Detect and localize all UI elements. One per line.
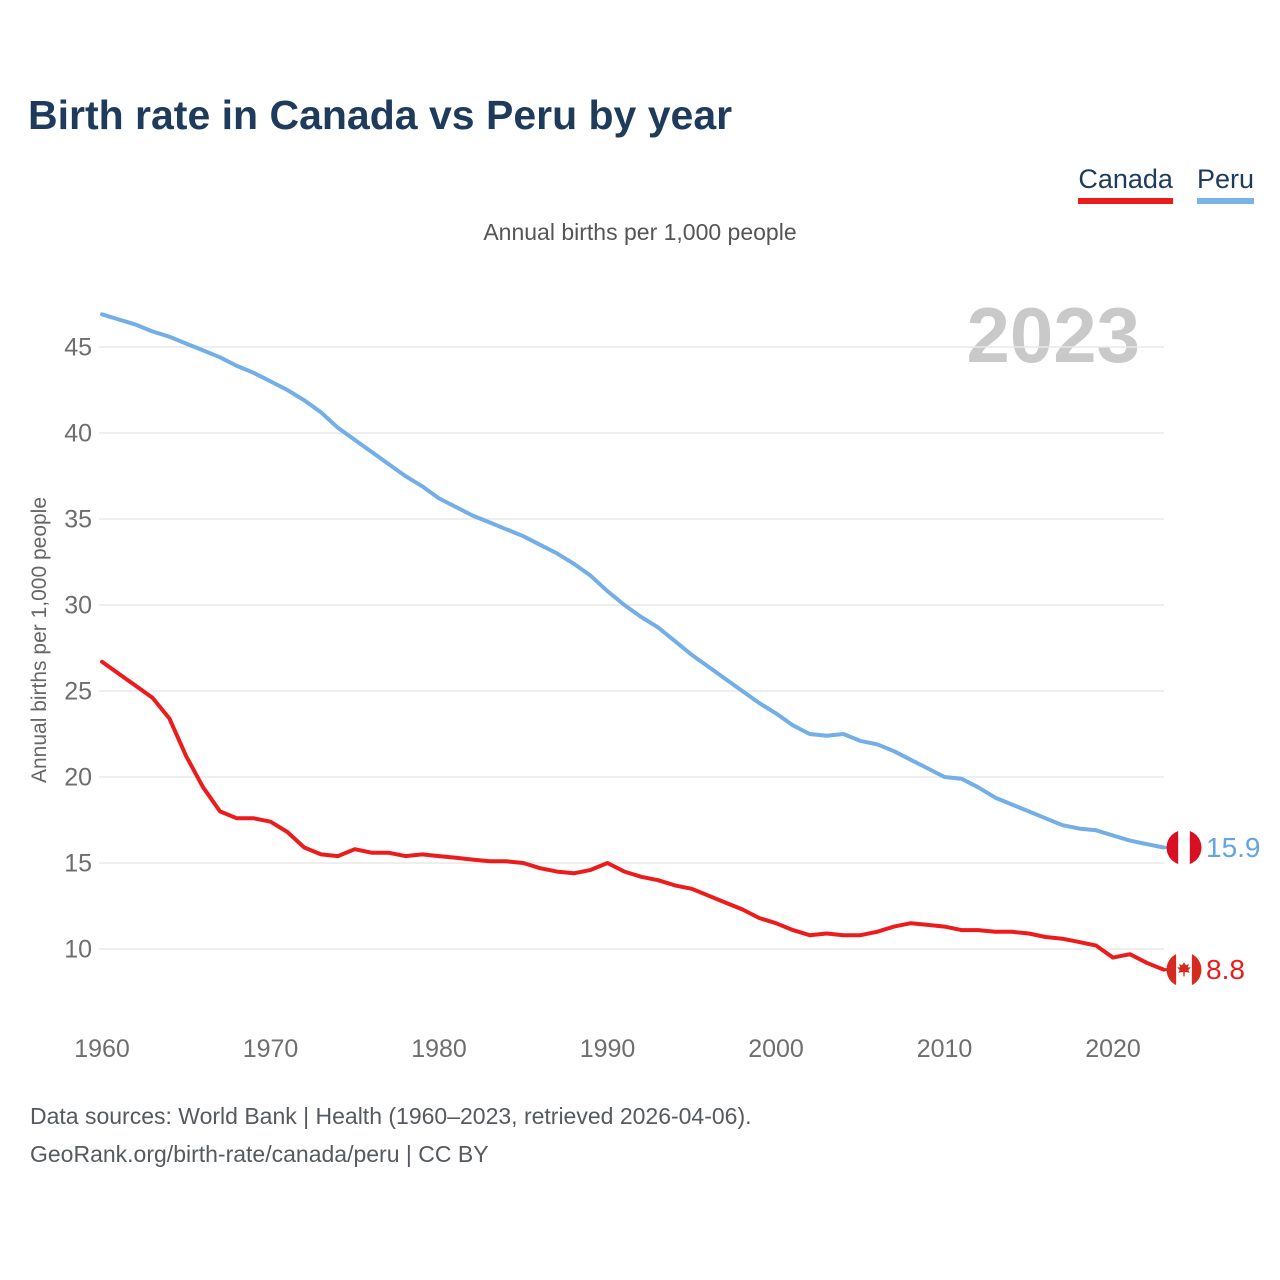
- peru-line: [100, 312, 1166, 850]
- y-tick-label: 25: [64, 678, 92, 706]
- attribution-text: GeoRank.org/birth-rate/canada/peru | CC …: [30, 1141, 489, 1167]
- data-sources-text: Data sources: World Bank | Health (1960–…: [30, 1103, 752, 1129]
- y-tick-label: 10: [64, 936, 92, 964]
- peru-end-value-label: 15.9: [1206, 832, 1261, 863]
- x-tick-label: 2020: [1085, 1035, 1141, 1063]
- x-tick-label: 1970: [243, 1035, 299, 1063]
- page-title: Birth rate in Canada vs Peru by year: [28, 92, 733, 138]
- year-watermark: 2023: [966, 291, 1140, 379]
- legend-item-peru[interactable]: Peru: [1196, 164, 1254, 204]
- canada-line: [100, 659, 1166, 972]
- y-tick-label: 30: [64, 592, 92, 620]
- maple-leaf-icon: [1177, 962, 1191, 977]
- canada-flag-icon: [1166, 952, 1202, 988]
- y-axis-title: Annual births per 1,000 people: [28, 497, 51, 783]
- y-tick-label: 45: [64, 334, 92, 362]
- canada-end-value-label: 8.8: [1206, 954, 1245, 985]
- x-tick-label: 2010: [917, 1035, 973, 1063]
- x-tick-label: 1980: [411, 1035, 467, 1063]
- x-tick-label: 2000: [748, 1035, 804, 1063]
- legend: Canada Peru: [1078, 164, 1254, 204]
- chart-subtitle: Annual births per 1,000 people: [483, 219, 797, 245]
- y-tick-label: 15: [64, 850, 92, 878]
- x-tick-label: 1990: [580, 1035, 636, 1063]
- legend-item-canada[interactable]: Canada: [1078, 164, 1173, 204]
- y-tick-label: 40: [64, 420, 92, 448]
- peru-flag-icon: [1166, 830, 1202, 866]
- y-tick-label: 35: [64, 506, 92, 534]
- x-tick-label: 1960: [74, 1035, 130, 1063]
- y-tick-label: 20: [64, 764, 92, 792]
